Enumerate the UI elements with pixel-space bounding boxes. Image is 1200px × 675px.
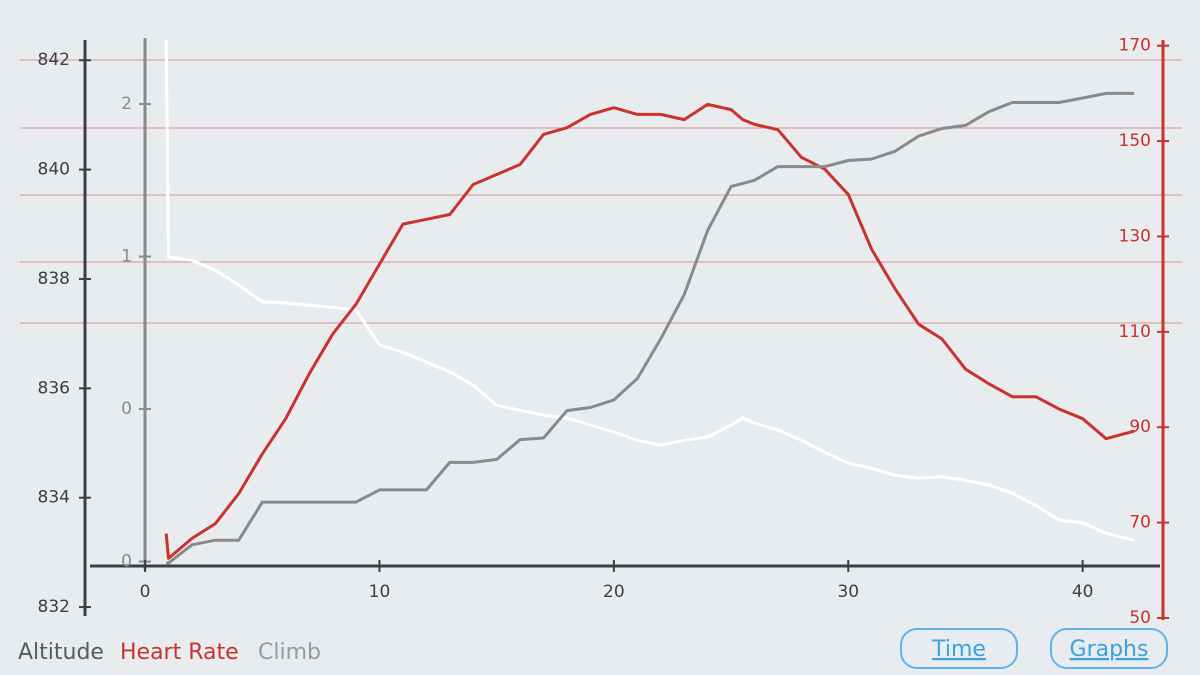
climb-tick-label: 2 xyxy=(121,94,132,114)
climb-tick-label: 0 xyxy=(121,552,132,572)
climb-tick-label: 1 xyxy=(121,247,132,267)
legend-entry: Heart Rate xyxy=(120,640,239,665)
series-line xyxy=(164,39,1135,542)
altitude-tick-label: 840 xyxy=(38,160,70,180)
heart-rate-tick-label: 70 xyxy=(1129,513,1151,533)
heart-rate-tick-label: 130 xyxy=(1119,226,1151,246)
button-frame[interactable] xyxy=(1050,628,1168,669)
time-button[interactable]: Time xyxy=(900,628,1018,669)
altitude-tick-label: 842 xyxy=(38,50,70,70)
climb-tick-label: 0 xyxy=(121,399,132,419)
altitude-tick-label: 836 xyxy=(38,378,70,398)
altitude-tick-label: 834 xyxy=(38,488,70,508)
button-frame[interactable] xyxy=(900,628,1018,669)
heart-rate-tick-label: 150 xyxy=(1119,131,1151,151)
legend: Altitude Heart Rate Climb xyxy=(18,640,321,665)
heart-rate-tick-label: 170 xyxy=(1119,36,1151,56)
x-tick-label: 20 xyxy=(603,582,625,602)
x-tick-label: 0 xyxy=(140,582,151,602)
series-line xyxy=(166,91,1135,565)
heart-rate-tick-label: 90 xyxy=(1129,417,1151,437)
heart-rate-tick-label: 110 xyxy=(1119,322,1151,342)
legend-entry: Climb xyxy=(258,640,321,665)
guide-lines xyxy=(20,59,1182,324)
heart-rate-tick-label: 50 xyxy=(1129,608,1151,628)
altitude-tick-label: 832 xyxy=(38,597,70,617)
legend-entry: Altitude xyxy=(18,640,104,665)
x-tick-label: 30 xyxy=(837,582,859,602)
button-label[interactable]: Graphs xyxy=(1070,637,1149,662)
graphs-button[interactable]: Graphs xyxy=(1050,628,1168,669)
x-tick-label: 10 xyxy=(369,582,391,602)
series-line xyxy=(164,102,1135,560)
button-label[interactable]: Time xyxy=(931,637,986,662)
x-tick-label: 40 xyxy=(1072,582,1094,602)
altitude-tick-label: 838 xyxy=(38,269,70,289)
